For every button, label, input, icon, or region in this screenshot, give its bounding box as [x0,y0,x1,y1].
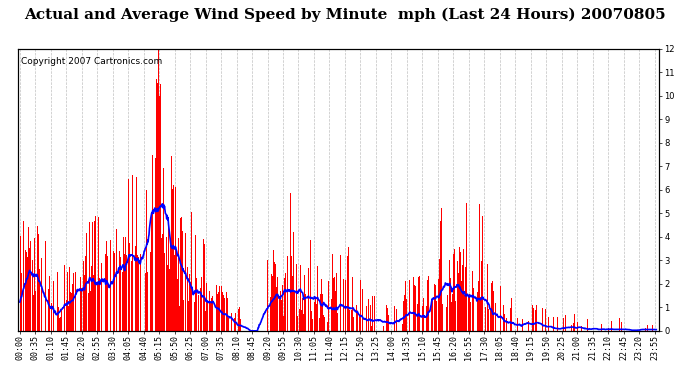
Text: Copyright 2007 Cartronics.com: Copyright 2007 Cartronics.com [21,57,162,66]
Text: Actual and Average Wind Speed by Minute  mph (Last 24 Hours) 20070805: Actual and Average Wind Speed by Minute … [24,8,666,22]
